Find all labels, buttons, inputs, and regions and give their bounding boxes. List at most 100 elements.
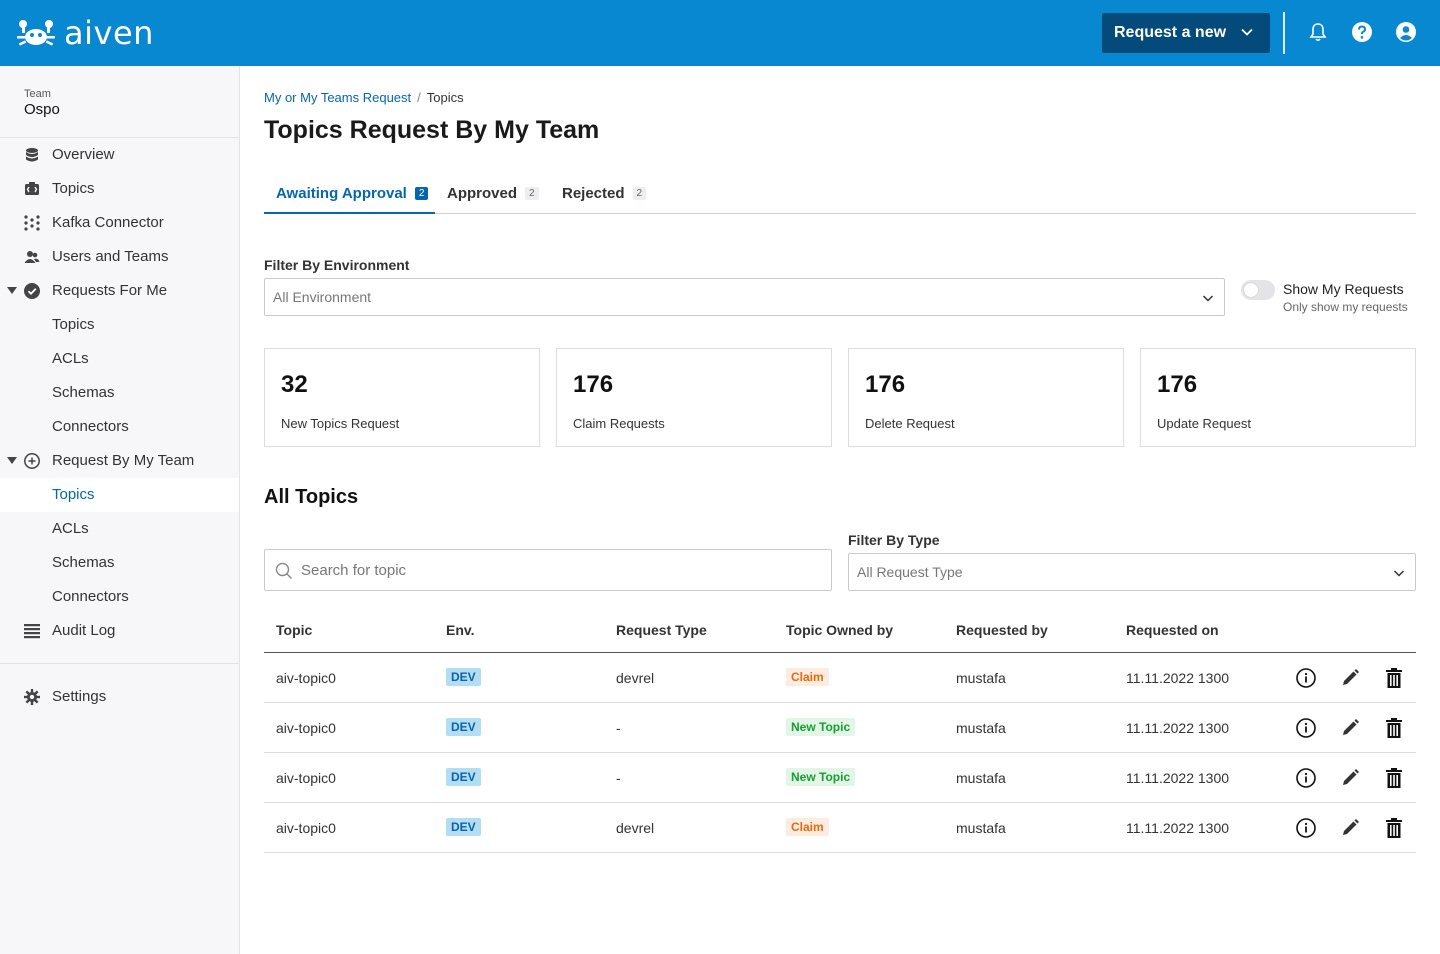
- sidebar-item-users-and-teams[interactable]: Users and Teams: [0, 240, 239, 274]
- search-input[interactable]: [301, 556, 821, 584]
- request-new-label: Request a new: [1114, 24, 1227, 41]
- stat-card-delete: 176 Delete Request: [848, 348, 1124, 447]
- column-header-env: Env.: [446, 622, 475, 638]
- chevron-down-icon: [1202, 295, 1214, 302]
- cell-request-type: devrel: [616, 820, 655, 836]
- info-icon[interactable]: [1295, 667, 1317, 689]
- request-new-button[interactable]: Request a new: [1102, 13, 1270, 53]
- list-icon: [24, 624, 40, 639]
- tab-rejected[interactable]: Rejected 2: [562, 172, 647, 214]
- logo[interactable]: aiven: [16, 14, 154, 52]
- delete-trash-icon[interactable]: [1383, 767, 1405, 789]
- chevron-down-icon: [1241, 28, 1253, 36]
- edit-pencil-icon[interactable]: [1339, 767, 1361, 789]
- sidebar-item-audit-log[interactable]: Audit Log: [0, 614, 239, 648]
- sidebar-subitem-schemas[interactable]: Schemas: [52, 384, 115, 401]
- tab-approved[interactable]: Approved 2: [447, 172, 539, 214]
- sidebar-item-settings[interactable]: Settings: [0, 680, 239, 714]
- cell-topic: aiv-topic0: [276, 770, 336, 786]
- header-divider: [1283, 12, 1285, 54]
- stat-value: 176: [1157, 371, 1198, 398]
- column-header-requested-by: Requested by: [956, 622, 1048, 638]
- search-field[interactable]: [264, 549, 832, 591]
- sidebar-subitem-acls[interactable]: ACLs: [52, 350, 89, 367]
- stat-caption: Update Request: [1157, 416, 1251, 431]
- type-filter-label: Filter By Type: [848, 532, 940, 548]
- caret-down-icon: [7, 457, 17, 464]
- cell-topic: aiv-topic0: [276, 670, 336, 686]
- cell-request-type: -: [616, 770, 621, 786]
- owned-by-badge: New Topic: [786, 768, 856, 786]
- table-row: aiv-topic0 DEV - New Topic mustafa 11.11…: [264, 703, 1416, 753]
- sidebar-item-requests-for-me[interactable]: Requests For Me: [0, 274, 239, 308]
- sidebar: Team Ospo Overview Topics Kafka Connecto…: [0, 66, 240, 954]
- section-title: All Topics: [264, 486, 359, 508]
- cell-requested-by: mustafa: [956, 720, 1006, 736]
- delete-trash-icon[interactable]: [1383, 717, 1405, 739]
- sidebar-subitem-connectors[interactable]: Connectors: [52, 418, 129, 435]
- help-icon[interactable]: [1351, 21, 1373, 43]
- sidebar-item-kafka-connector[interactable]: Kafka Connector: [0, 206, 239, 240]
- check-circle-icon: [24, 283, 40, 299]
- cell-request-type: -: [616, 720, 621, 736]
- cell-requested-on: 11.11.2022 1300: [1126, 770, 1230, 786]
- delete-trash-icon[interactable]: [1383, 817, 1405, 839]
- owned-by-badge: New Topic: [786, 718, 856, 736]
- breadcrumb-current: Topics: [426, 90, 464, 105]
- tab-list: Awaiting Approval 2 Approved 2 Rejected 2: [264, 172, 1416, 214]
- cell-requested-by: mustafa: [956, 770, 1006, 786]
- sidebar-subitem-topics[interactable]: Topics: [52, 316, 95, 333]
- env-filter-select[interactable]: All Environment: [264, 278, 1225, 316]
- column-header-requested-on: Requested on: [1126, 622, 1219, 638]
- plus-circle-icon: [24, 453, 40, 469]
- edit-pencil-icon[interactable]: [1339, 717, 1361, 739]
- bell-icon[interactable]: [1307, 21, 1329, 43]
- chevron-down-icon: [1393, 570, 1405, 577]
- search-icon: [275, 562, 292, 579]
- user-profile-icon[interactable]: [1395, 21, 1417, 43]
- stat-card-update: 176 Update Request: [1140, 348, 1416, 447]
- sidebar-subitem-team-acls[interactable]: ACLs: [52, 520, 89, 537]
- sidebar-divider: [0, 137, 239, 138]
- delete-trash-icon[interactable]: [1383, 667, 1405, 689]
- toggle-sublabel: Only show my requests: [1283, 300, 1408, 314]
- cell-request-type: devrel: [616, 670, 655, 686]
- sidebar-subitem-team-schemas[interactable]: Schemas: [52, 554, 115, 571]
- active-tab-indicator: [264, 212, 435, 214]
- info-icon[interactable]: [1295, 817, 1317, 839]
- breadcrumb-link[interactable]: My or My Teams Request: [264, 90, 412, 105]
- tab-awaiting-approval[interactable]: Awaiting Approval 2: [276, 172, 429, 214]
- table-row: aiv-topic0 DEV devrel Claim mustafa 11.1…: [264, 803, 1416, 853]
- edit-pencil-icon[interactable]: [1339, 817, 1361, 839]
- env-badge: DEV: [446, 718, 481, 736]
- cell-requested-on: 11.11.2022 1300: [1126, 820, 1230, 836]
- table-header: Topic Env. Request Type Topic Owned by R…: [264, 608, 1416, 653]
- stat-caption: Delete Request: [865, 416, 955, 431]
- env-badge: DEV: [446, 818, 481, 836]
- edit-pencil-icon[interactable]: [1339, 667, 1361, 689]
- sidebar-item-request-by-my-team[interactable]: Request By My Team: [0, 444, 239, 478]
- sidebar-subitem-team-connectors[interactable]: Connectors: [52, 588, 129, 605]
- sidebar-subitem-team-topics[interactable]: Topics: [0, 478, 239, 512]
- stat-card-claim: 176 Claim Requests: [556, 348, 832, 447]
- env-badge: DEV: [446, 668, 481, 686]
- page-title: Topics Request By My Team: [264, 116, 600, 144]
- toggle-knob: [1244, 283, 1258, 297]
- info-icon[interactable]: [1295, 767, 1317, 789]
- show-my-requests-toggle[interactable]: [1241, 280, 1275, 300]
- type-filter-select[interactable]: All Request Type: [848, 553, 1416, 591]
- sidebar-item-overview[interactable]: Overview: [0, 138, 239, 172]
- cell-requested-on: 11.11.2022 1300: [1126, 670, 1230, 686]
- toggle-label: Show My Requests: [1283, 281, 1404, 297]
- column-header-request-type: Request Type: [616, 622, 707, 638]
- column-header-owned-by: Topic Owned by: [786, 622, 894, 638]
- cell-requested-by: mustafa: [956, 820, 1006, 836]
- table-row: aiv-topic0 DEV - New Topic mustafa 11.11…: [264, 753, 1416, 803]
- caret-down-icon: [7, 287, 17, 294]
- info-icon[interactable]: [1295, 717, 1317, 739]
- stat-value: 176: [573, 371, 614, 398]
- stat-caption: Claim Requests: [573, 416, 665, 431]
- tab-count-badge: 2: [414, 186, 429, 200]
- stat-card-new-topics: 32 New Topics Request: [264, 348, 540, 447]
- sidebar-item-topics[interactable]: Topics: [0, 172, 239, 206]
